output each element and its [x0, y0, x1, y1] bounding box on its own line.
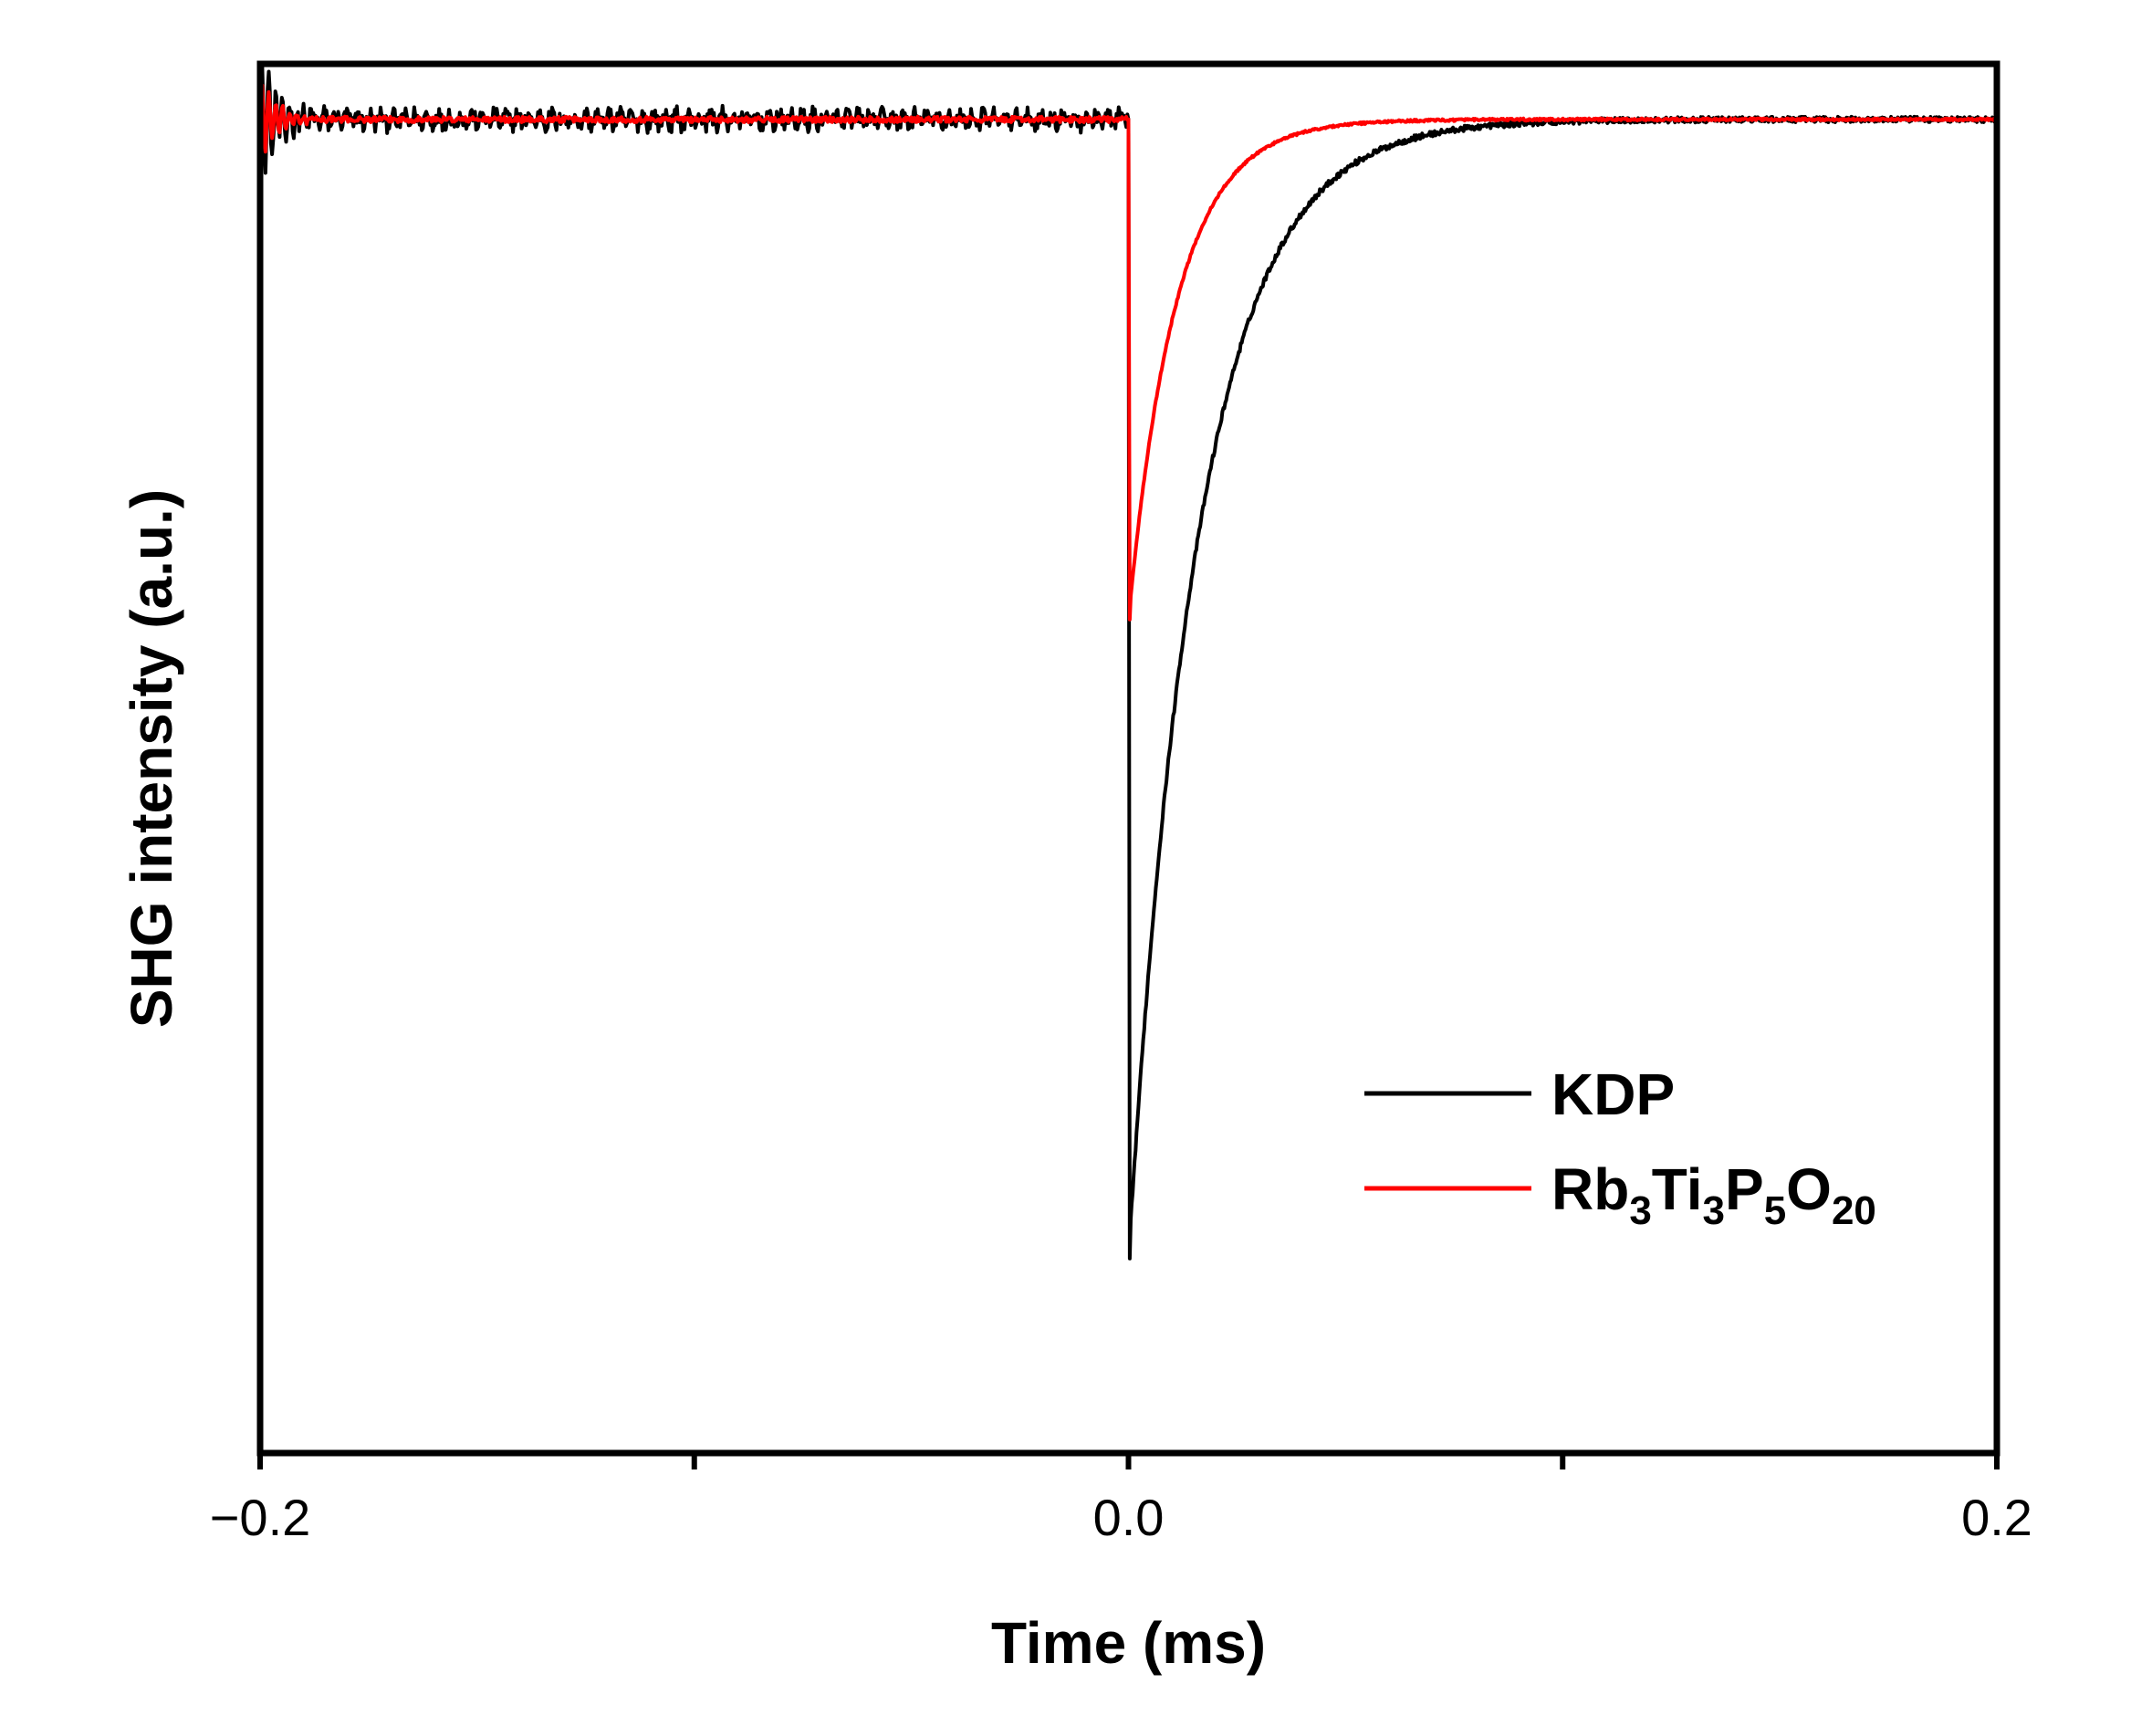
legend-label: Rb3Ti3P5O20 — [1551, 1156, 1876, 1233]
legend-label: KDP — [1551, 1061, 1675, 1127]
plot-area — [256, 60, 2000, 1457]
legend-item: Rb3Ti3P5O20 — [1364, 1156, 1876, 1233]
series-layer — [260, 65, 1997, 1260]
series-line-rb3ti3p5o20 — [260, 83, 1997, 622]
x-tick-label: 0.0 — [1093, 1489, 1165, 1546]
x-tick-label: 0.2 — [1961, 1489, 2032, 1546]
x-tick-label: −0.2 — [210, 1489, 311, 1546]
legend: KDP Rb3Ti3P5O20 — [1364, 1061, 1876, 1233]
y-axis-label: SHG intensity (a.u.) — [119, 489, 184, 1028]
x-axis-ticks — [257, 1453, 2000, 1469]
x-axis-tick-labels: −0.2 0.0 0.2 — [210, 1489, 2032, 1546]
legend-item: KDP — [1364, 1061, 1675, 1127]
x-axis-label: Time (ms) — [991, 1610, 1266, 1676]
